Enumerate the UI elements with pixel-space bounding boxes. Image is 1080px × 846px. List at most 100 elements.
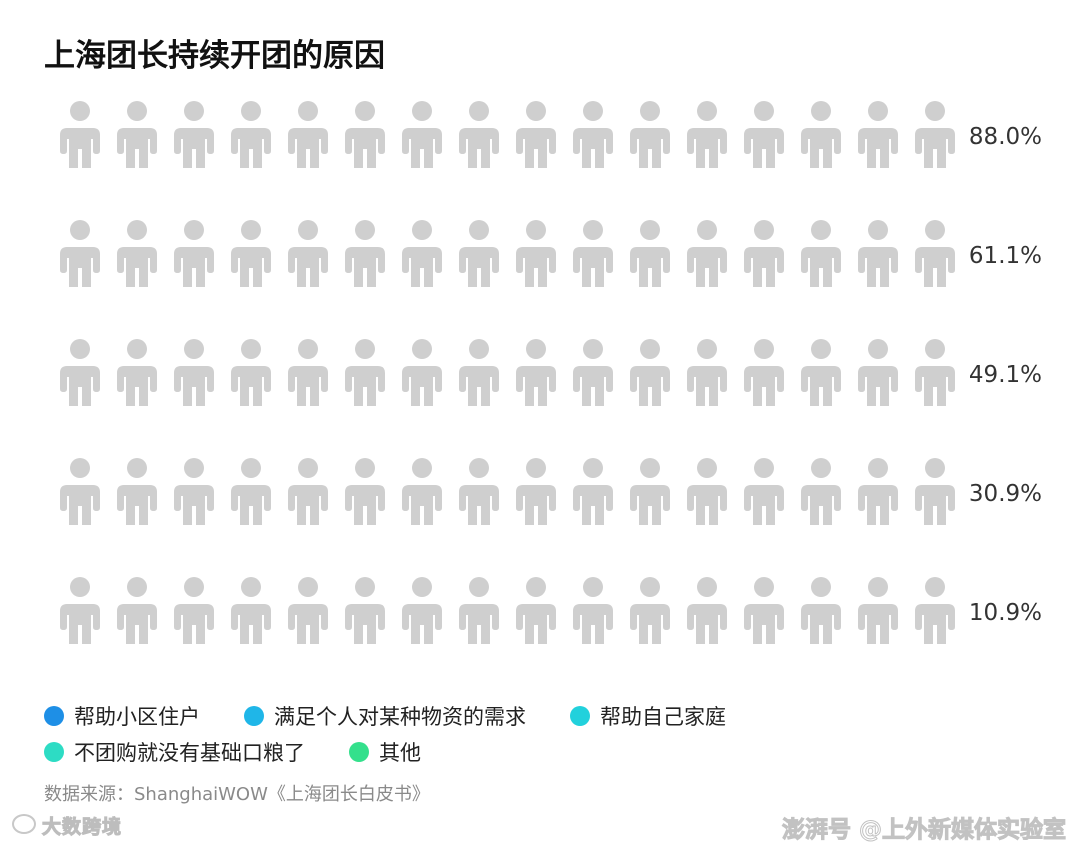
person-icon: [687, 220, 727, 287]
legend: 帮助小区住户 满足个人对某种物资的需求 帮助自己家庭 不团购就没有基础口粮了 其…: [44, 698, 1044, 770]
person-icon: [516, 339, 556, 406]
pictograph-row: [60, 458, 955, 525]
person-icon: [117, 220, 157, 287]
person-icon: [402, 220, 442, 287]
data-source: 数据来源：ShanghaiWOW《上海团长白皮书》: [44, 784, 430, 805]
person-icon: [459, 339, 499, 406]
person-icon: [801, 458, 841, 525]
person-icon: [915, 458, 955, 525]
value-label: 10.9%: [969, 600, 1042, 626]
legend-row-1: 帮助小区住户 满足个人对某种物资的需求 帮助自己家庭: [44, 698, 1044, 734]
person-icon: [288, 577, 328, 644]
person-icon: [858, 220, 898, 287]
person-icon: [288, 458, 328, 525]
person-icon: [174, 577, 214, 644]
person-icon: [573, 101, 613, 168]
person-icon: [174, 220, 214, 287]
person-icon: [516, 577, 556, 644]
person-icon: [402, 577, 442, 644]
person-icon: [630, 101, 670, 168]
person-icon: [630, 339, 670, 406]
person-icon: [516, 101, 556, 168]
person-icon: [858, 339, 898, 406]
person-icon: [231, 577, 271, 644]
watermark-left: 大数跨境: [41, 816, 123, 839]
person-icon: [630, 577, 670, 644]
person-icon: [60, 577, 100, 644]
person-icon: [459, 220, 499, 287]
person-icon: [345, 101, 385, 168]
watermark-logo-icon: [12, 814, 36, 834]
person-icon: [801, 101, 841, 168]
person-icon: [858, 101, 898, 168]
person-icon: [402, 339, 442, 406]
legend-label: 其他: [379, 741, 421, 765]
person-icon: [459, 577, 499, 644]
person-icon: [801, 577, 841, 644]
person-icon: [801, 339, 841, 406]
person-icon: [573, 458, 613, 525]
legend-dot: [349, 742, 369, 762]
legend-label: 满足个人对某种物资的需求: [274, 705, 526, 729]
person-icon: [174, 101, 214, 168]
value-label: 49.1%: [969, 362, 1042, 388]
person-icon: [744, 458, 784, 525]
person-icon: [288, 339, 328, 406]
person-icon: [60, 339, 100, 406]
person-icon: [630, 220, 670, 287]
person-icon: [744, 101, 784, 168]
person-icon: [915, 101, 955, 168]
value-label: 61.1%: [969, 243, 1042, 269]
legend-item-residents: 帮助小区住户: [44, 701, 200, 731]
person-icon: [858, 577, 898, 644]
legend-label: 帮助小区住户: [74, 705, 200, 729]
pictograph-row: [60, 339, 955, 406]
person-icon: [117, 339, 157, 406]
pictograph-row: [60, 101, 955, 168]
legend-item-basic-food: 不团购就没有基础口粮了: [44, 737, 305, 767]
person-icon: [744, 339, 784, 406]
person-icon: [174, 339, 214, 406]
person-icon: [402, 458, 442, 525]
watermark-right: 澎湃号 @上外新媒体实验室: [781, 817, 1066, 844]
person-icon: [801, 220, 841, 287]
person-icon: [459, 458, 499, 525]
person-icon: [573, 220, 613, 287]
person-icon: [60, 220, 100, 287]
person-icon: [858, 458, 898, 525]
person-icon: [687, 458, 727, 525]
person-icon: [174, 458, 214, 525]
legend-dot: [570, 706, 590, 726]
person-icon: [231, 339, 271, 406]
pictograph-chart: 88.0% 61.1% 49.1% 30.9% 10.9%: [60, 101, 1042, 644]
value-label: 30.9%: [969, 481, 1042, 507]
legend-dot: [44, 742, 64, 762]
person-icon: [744, 220, 784, 287]
person-icon: [687, 339, 727, 406]
legend-item-other: 其他: [349, 737, 421, 767]
legend-dot: [44, 706, 64, 726]
person-icon: [117, 577, 157, 644]
legend-label: 不团购就没有基础口粮了: [74, 741, 305, 765]
person-icon: [687, 577, 727, 644]
person-icon: [231, 220, 271, 287]
person-icon: [345, 458, 385, 525]
person-icon: [573, 339, 613, 406]
person-icon: [630, 458, 670, 525]
pictograph-row: [60, 577, 955, 644]
chart-title: 上海团长持续开团的原因: [44, 38, 385, 74]
legend-row-2: 不团购就没有基础口粮了 其他: [44, 734, 1044, 770]
person-icon: [516, 458, 556, 525]
pictograph-row: [60, 220, 955, 287]
person-icon: [288, 220, 328, 287]
legend-dot: [244, 706, 264, 726]
person-icon: [231, 458, 271, 525]
person-icon: [402, 101, 442, 168]
person-icon: [231, 101, 271, 168]
person-icon: [573, 577, 613, 644]
person-icon: [117, 458, 157, 525]
legend-item-personal-needs: 满足个人对某种物资的需求: [244, 701, 526, 731]
person-icon: [915, 577, 955, 644]
person-icon: [117, 101, 157, 168]
person-icon: [60, 458, 100, 525]
